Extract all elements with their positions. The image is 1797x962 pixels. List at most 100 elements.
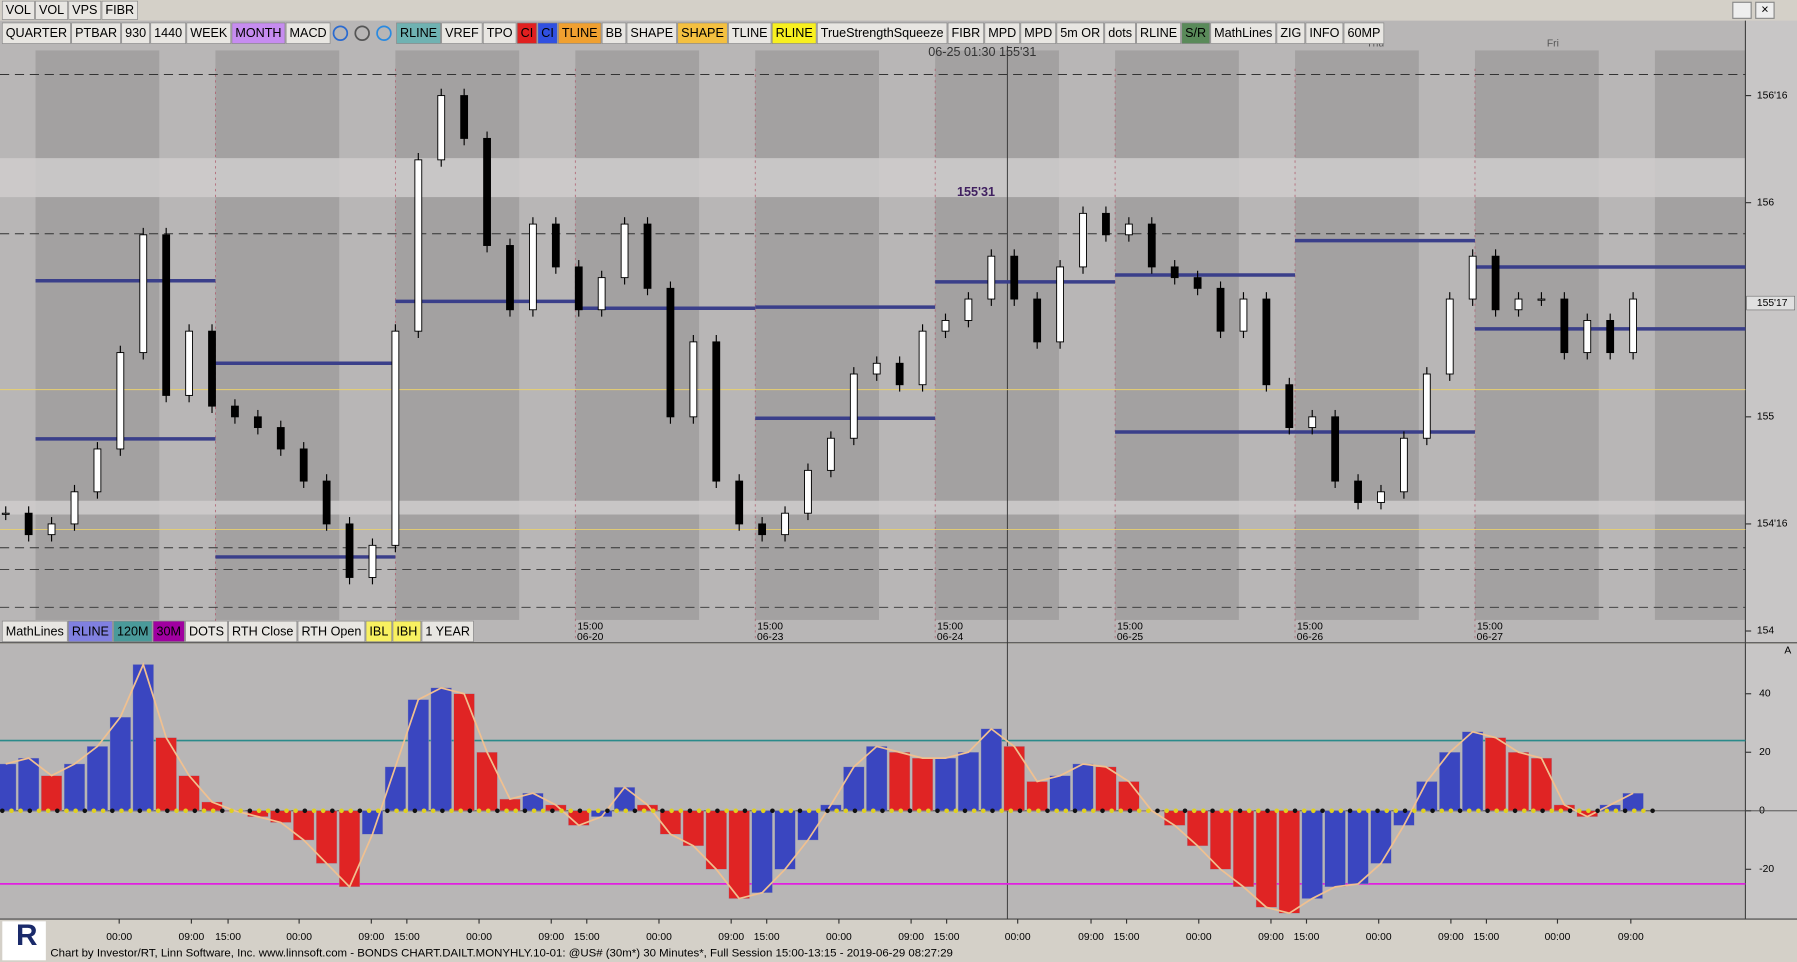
toolbar-button[interactable] xyxy=(365,620,393,643)
toolbar-label[interactable]: 120M xyxy=(117,624,149,638)
toolbar-label[interactable]: FIBR xyxy=(952,26,981,40)
toolbar-button[interactable] xyxy=(1056,22,1104,44)
toolbar-label[interactable]: dots xyxy=(1108,26,1132,40)
toolbar-label[interactable]: IBH xyxy=(396,624,417,638)
toolbar-label[interactable]: VREF xyxy=(445,26,479,40)
toolbar-label[interactable]: MONTH xyxy=(235,26,281,40)
toolbar-button[interactable] xyxy=(71,22,121,44)
toolbar-label[interactable]: RLINE xyxy=(400,26,437,40)
toolbar-label[interactable]: 1440 xyxy=(154,26,182,40)
zero-dot xyxy=(770,808,775,814)
toolbar-button[interactable] xyxy=(677,22,728,44)
toolbar-label[interactable]: CI xyxy=(541,26,554,40)
toolbar-button[interactable] xyxy=(728,22,772,44)
toolbar-label[interactable]: BB xyxy=(606,26,623,40)
toolbar-button[interactable] xyxy=(186,22,232,44)
toolbar-label[interactable]: TLINE xyxy=(732,26,768,40)
toolbar-button[interactable] xyxy=(113,620,153,643)
toolbar-button[interactable] xyxy=(297,620,366,643)
toolbar-button[interactable] xyxy=(1305,22,1344,44)
histogram-bar xyxy=(64,763,85,811)
toolbar-label[interactable]: RTH Open xyxy=(301,624,361,638)
toolbar-label[interactable]: VPS xyxy=(72,3,97,17)
toolbar-label[interactable]: 1 YEAR xyxy=(425,624,470,638)
toolbar-button[interactable] xyxy=(231,22,286,44)
toolbar-button[interactable] xyxy=(1343,22,1385,44)
toolbar-button[interactable] xyxy=(1181,22,1210,44)
toolbar-button[interactable] xyxy=(816,22,948,44)
restore-button[interactable] xyxy=(1732,1,1752,19)
toolbar-label[interactable]: RLINE xyxy=(72,624,109,638)
toolbar-label[interactable]: ZIG xyxy=(1280,26,1301,40)
toolbar-label[interactable]: CI xyxy=(521,26,534,40)
toolbar-button[interactable] xyxy=(441,22,483,44)
toolbar-button[interactable] xyxy=(421,620,474,643)
toolbar-label[interactable]: RLINE xyxy=(776,26,813,40)
toolbar-label[interactable]: IBL xyxy=(369,624,388,638)
toolbar-button[interactable] xyxy=(68,0,102,20)
toolbar-button[interactable] xyxy=(185,620,228,643)
toolbar-button[interactable] xyxy=(228,620,298,643)
toolbar-label[interactable]: FIBR xyxy=(105,3,134,17)
toolbar-label[interactable]: TLINE xyxy=(562,26,598,40)
toolbar-label[interactable]: MACD xyxy=(290,26,327,40)
toolbar-label[interactable]: VOL xyxy=(6,3,31,17)
toolbar-button[interactable] xyxy=(947,22,985,44)
toolbar-label[interactable]: RLINE xyxy=(1140,26,1177,40)
toolbar-label[interactable]: MPD xyxy=(988,26,1016,40)
toolbar-button[interactable] xyxy=(984,22,1021,44)
toolbar-button[interactable] xyxy=(35,0,68,20)
session-time: 15:00 xyxy=(1477,622,1503,633)
candle xyxy=(1193,277,1202,289)
toolbar-button[interactable] xyxy=(1104,22,1136,44)
toolbar-button[interactable] xyxy=(601,22,627,44)
toolbar-button[interactable] xyxy=(1020,22,1057,44)
toolbar-button[interactable] xyxy=(396,22,441,44)
toolbar-button[interactable] xyxy=(1136,22,1181,44)
toolbar-icon[interactable] xyxy=(354,25,370,41)
highlight-zone xyxy=(0,500,1746,515)
toolbar-label[interactable]: TPO xyxy=(487,26,513,40)
toolbar-label[interactable]: RTH Close xyxy=(232,624,293,638)
histogram-bar xyxy=(407,699,429,811)
toolbar-label[interactable]: WEEK xyxy=(190,26,228,40)
toolbar-icon[interactable] xyxy=(332,25,349,41)
toolbar-label[interactable]: MPD xyxy=(1024,26,1052,40)
toolbar-label[interactable]: MathLines xyxy=(6,624,64,638)
toolbar-label[interactable]: MathLines xyxy=(1214,26,1272,40)
toolbar-button[interactable] xyxy=(558,22,602,44)
toolbar-label[interactable]: TrueStrengthSqueeze xyxy=(821,26,944,40)
toolbar-button[interactable] xyxy=(392,620,422,643)
toolbar-button[interactable] xyxy=(516,22,538,44)
toolbar-label[interactable]: PTBAR xyxy=(75,26,117,40)
toolbar-label[interactable]: 60MP xyxy=(1347,26,1380,40)
toolbar-label[interactable]: S/R xyxy=(1185,26,1206,40)
toolbar-button[interactable] xyxy=(626,22,677,44)
toolbar-label[interactable]: INFO xyxy=(1309,26,1339,40)
toolbar-button[interactable] xyxy=(1,620,68,643)
toolbar-label[interactable]: QUARTER xyxy=(6,26,67,40)
toolbar-label[interactable]: SHAPE xyxy=(630,26,673,40)
toolbar-button[interactable] xyxy=(482,22,517,44)
toolbar-label[interactable]: DOTS xyxy=(189,624,224,638)
toolbar-button[interactable] xyxy=(1210,22,1277,44)
toolbar-button[interactable] xyxy=(285,22,331,44)
toolbar-button[interactable] xyxy=(101,0,138,20)
toolbar-button[interactable] xyxy=(1,0,35,20)
toolbar-label[interactable]: 930 xyxy=(125,26,146,40)
toolbar-button[interactable] xyxy=(152,620,185,643)
toolbar-button[interactable] xyxy=(537,22,558,44)
toolbar-button[interactable] xyxy=(121,22,150,44)
toolbar-button[interactable] xyxy=(771,22,817,44)
toolbar-button[interactable] xyxy=(1,22,71,44)
close-button[interactable] xyxy=(1755,1,1775,19)
toolbar-button[interactable] xyxy=(68,620,113,643)
time-label: 09:00 xyxy=(1438,932,1464,943)
toolbar-button[interactable] xyxy=(150,22,186,44)
toolbar-label[interactable]: SHAPE xyxy=(681,26,724,40)
toolbar-label[interactable]: 5m OR xyxy=(1060,26,1100,40)
toolbar-label[interactable]: VOL xyxy=(39,3,64,17)
toolbar-label[interactable]: 30M xyxy=(157,624,182,638)
toolbar-icon[interactable] xyxy=(376,25,392,41)
toolbar-button[interactable] xyxy=(1276,22,1306,44)
